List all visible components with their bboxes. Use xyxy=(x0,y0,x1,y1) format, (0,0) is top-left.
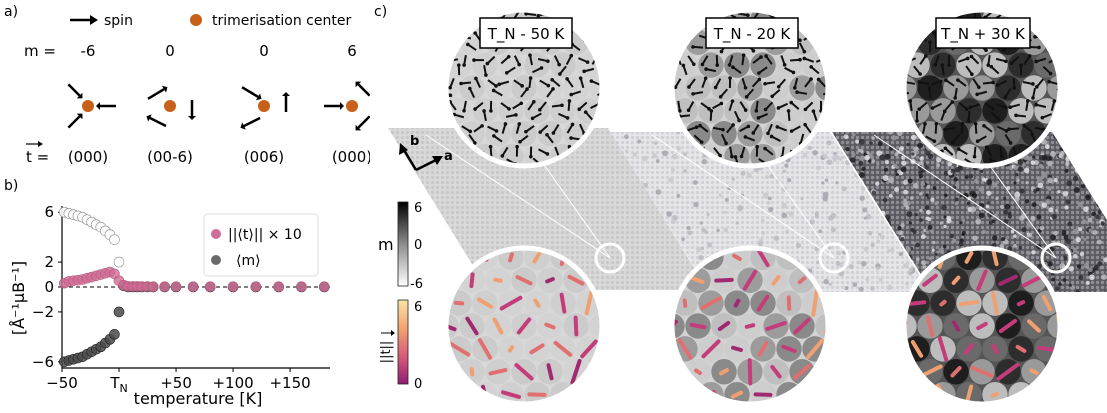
plot-area: 6 2 0 −2 −6 −50 TN +50 +100 +150 xyxy=(32,203,330,395)
panel-b-label: b) xyxy=(4,178,18,194)
colorbar-m: 6 0 -6 m xyxy=(378,201,423,292)
data-point xyxy=(159,281,170,292)
trimerisation-center-icon xyxy=(82,100,94,112)
slab-title-box: T_N + 30 K xyxy=(935,17,1031,49)
m-value: 0 xyxy=(259,42,269,60)
trimerisation-center-icon xyxy=(258,100,270,112)
spin-arrow-icon xyxy=(282,92,290,112)
legend-center-label: trimerisation center xyxy=(212,13,351,29)
legend-t-label: ||⟨t⟩|| × 10 xyxy=(228,227,302,243)
data-point xyxy=(296,281,307,292)
spin-arrow-icon xyxy=(240,116,261,130)
t-value: (000) xyxy=(68,148,108,166)
x-tick-label: TN xyxy=(109,374,127,395)
y-tick-label: 2 xyxy=(44,253,54,271)
colorbar-m-label: m xyxy=(378,235,394,254)
panel-b: b) [Å⁻¹μB⁻¹] 6 2 0 −2 −6 −50 TN +50 +100 +150 tem… xyxy=(4,178,330,408)
legend-marker-m xyxy=(211,255,221,265)
trimerisation-center-icon xyxy=(190,14,202,26)
legend-marker-t xyxy=(211,229,221,239)
m-label: m = xyxy=(24,42,56,60)
y-tick-label: −2 xyxy=(32,303,54,321)
data-point xyxy=(147,281,159,292)
panel-c: c) b a T_N - 50 K T_N - 20 K xyxy=(374,4,1107,407)
x-tick-label: +150 xyxy=(269,374,310,392)
legend-m-label: ⟨m⟩ xyxy=(236,253,261,269)
y-tick-label: −6 xyxy=(32,353,54,371)
colorbar-t: 6 0 ||t|| xyxy=(379,299,422,392)
spin-arrow-icon xyxy=(147,85,168,100)
trimerisation-center-icon xyxy=(346,100,358,112)
trimer-configuration xyxy=(240,86,290,130)
spin-arrow-icon xyxy=(355,115,370,131)
colorbar-m-tick: 6 xyxy=(414,201,422,216)
panel-a: a) spin trimerisation center m = -6 0 0 … xyxy=(4,4,370,166)
colorbar-t-tick: 6 xyxy=(414,300,422,315)
y-tick-label: 0 xyxy=(44,278,54,296)
spin-arrow-icon xyxy=(146,114,167,128)
zoom-region-marker xyxy=(1040,242,1072,274)
slab-title: T_N + 30 K xyxy=(940,25,1026,44)
spin-zoom-circle xyxy=(669,7,831,169)
x-tick-label: −50 xyxy=(46,374,78,392)
zoom-region-marker xyxy=(594,242,626,274)
data-point xyxy=(273,281,284,292)
trimer-configuration xyxy=(324,81,370,131)
colorbar-t-label: ||t|| xyxy=(379,341,394,364)
colorbar-m-tick: -6 xyxy=(410,277,423,292)
slab-title: T_N - 50 K xyxy=(487,25,566,44)
b-axis-arrow-icon xyxy=(399,143,408,155)
trimerisation-center-icon xyxy=(164,100,176,112)
data-point xyxy=(109,329,120,340)
slab-title: T_N - 20 K xyxy=(713,25,792,44)
spin-arrow-icon xyxy=(188,100,196,120)
trimer-configuration xyxy=(67,83,116,129)
zoom-region-marker xyxy=(818,242,850,274)
data-point xyxy=(170,281,182,292)
slab-title-box: T_N - 20 K xyxy=(705,17,799,49)
spin-arrow-icon xyxy=(67,83,83,99)
panel-c-label: c) xyxy=(374,4,387,20)
t-value: (006) xyxy=(244,148,284,166)
colorbar-m-tick: 0 xyxy=(414,238,422,253)
t-vector-symbol xyxy=(26,141,43,147)
spin-arrow-icon xyxy=(67,113,83,129)
spin-arrow-icon xyxy=(241,86,262,101)
data-point xyxy=(109,234,120,245)
data-point xyxy=(318,281,330,292)
a-axis-label: a xyxy=(444,149,453,164)
x-axis-label: temperature [K] xyxy=(134,389,263,408)
m-value: -6 xyxy=(81,42,96,60)
data-point xyxy=(113,256,125,268)
spin-arrow-icon xyxy=(355,81,370,97)
t-value: (00-6) xyxy=(147,148,193,166)
spin-arrow-icon xyxy=(324,102,344,110)
t-value: (000) xyxy=(332,148,370,166)
x-tick-label: +50 xyxy=(160,374,192,392)
data-point xyxy=(204,281,216,292)
slab-title-box: T_N - 50 K xyxy=(479,17,573,49)
data-point xyxy=(187,281,199,292)
y-tick-label: 6 xyxy=(44,203,54,221)
b-axis-label: b xyxy=(410,134,419,149)
t-label: t = xyxy=(26,148,49,166)
y-axis-label: [Å⁻¹μB⁻¹] xyxy=(9,261,28,335)
x-tick-label: +100 xyxy=(212,374,253,392)
chart-legend: ||⟨t⟩|| × 10 ⟨m⟩ xyxy=(203,213,319,277)
lattice-axes: b a xyxy=(399,134,453,172)
colorbar-t-tick: 0 xyxy=(414,377,422,392)
data-point xyxy=(250,281,262,292)
m-value: 0 xyxy=(165,42,175,60)
legend-spin-label: spin xyxy=(104,13,133,29)
a-axis-arrow-icon xyxy=(432,156,443,165)
m-value: 6 xyxy=(347,42,357,60)
trimer-configuration xyxy=(146,85,196,128)
zoom-guide-lines xyxy=(425,134,1057,259)
data-point xyxy=(227,281,239,292)
panel-a-label: a) xyxy=(4,4,18,20)
spin-arrow-icon xyxy=(70,15,98,25)
lattice-slab-tn-minus-50 xyxy=(388,128,708,290)
spin-arrow-icon xyxy=(96,102,116,110)
data-point xyxy=(113,306,125,318)
